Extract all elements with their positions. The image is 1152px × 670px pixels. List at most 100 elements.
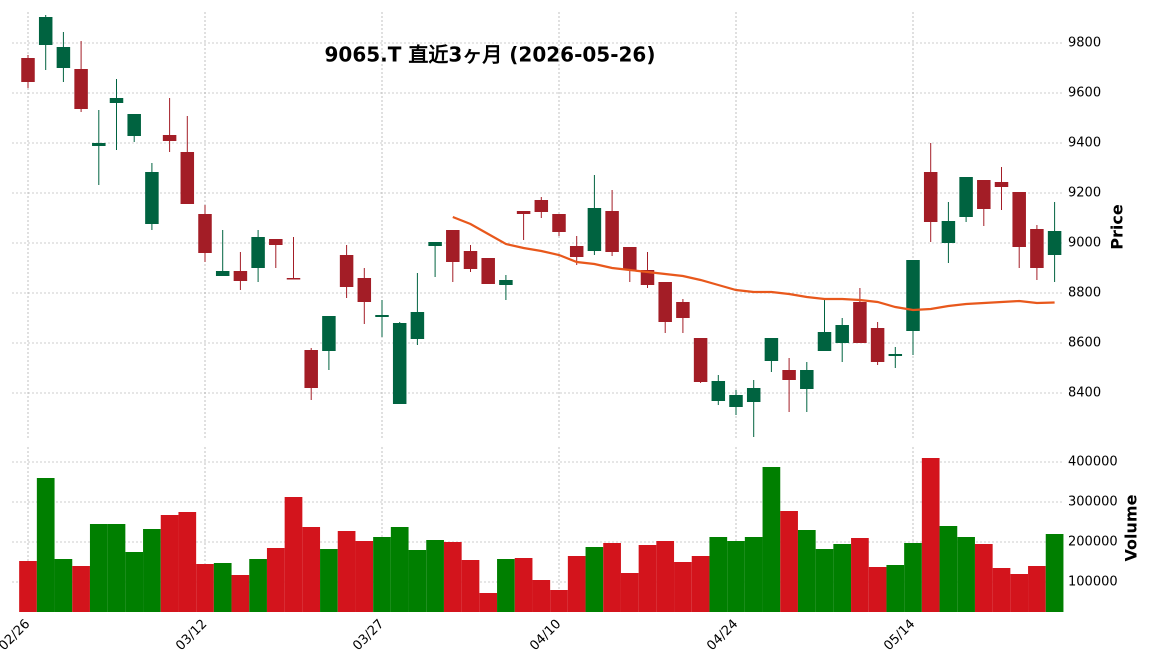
- candle-body: [746, 388, 761, 402]
- volume-bar: [638, 545, 657, 612]
- y-tick-label: 8600: [1068, 336, 1101, 351]
- volume-bar: [320, 549, 338, 612]
- candle-body: [676, 302, 690, 318]
- volume-bar: [532, 580, 551, 612]
- volume-bar: [302, 527, 321, 612]
- candle-body: [481, 258, 495, 284]
- candle-body: [800, 370, 814, 389]
- volume-bar: [19, 561, 37, 612]
- candle-body: [428, 242, 442, 246]
- candle-body: [251, 237, 265, 268]
- volume-bar: [249, 559, 267, 612]
- candle-body: [1030, 229, 1044, 268]
- volume-bar: [815, 549, 834, 612]
- volume-bar: [550, 590, 568, 612]
- volume-bar: [851, 538, 869, 612]
- volume-bar: [674, 562, 692, 612]
- candle-body: [499, 280, 513, 285]
- volume-bar: [868, 567, 887, 612]
- candle-body: [180, 152, 195, 204]
- candle-body: [1012, 192, 1026, 247]
- volume-bar: [992, 568, 1011, 612]
- volume-bar: [514, 558, 533, 612]
- volume-bar: [408, 550, 427, 612]
- candle-body: [658, 282, 672, 322]
- volume-bar: [797, 530, 816, 612]
- volume-bar: [443, 542, 462, 612]
- y-tick-label: 100000: [1068, 575, 1118, 590]
- x-tick-label: 03/27: [350, 617, 387, 654]
- candle-body: [162, 135, 177, 141]
- volume-bar: [1045, 534, 1064, 612]
- candle-body: [693, 338, 708, 382]
- y-tick-label: 300000: [1068, 495, 1118, 510]
- volume-bar: [762, 467, 781, 612]
- x-tick-label: 05/14: [881, 617, 918, 654]
- candle-body: [410, 312, 425, 339]
- candle-body: [109, 98, 124, 103]
- volume-bar: [143, 529, 161, 612]
- candle-body: [817, 332, 832, 351]
- candle-body: [870, 328, 885, 362]
- candle-body: [906, 260, 920, 331]
- candle-body: [640, 270, 655, 285]
- volume-bar: [337, 531, 356, 612]
- y-tick-label: 200000: [1068, 535, 1118, 550]
- y-tick-label: 9000: [1068, 236, 1101, 251]
- volume-bar: [72, 566, 90, 612]
- candle-body: [923, 172, 938, 222]
- candle-body: [605, 211, 619, 252]
- candle-body: [74, 69, 88, 109]
- y-tick-label: 9800: [1068, 36, 1101, 51]
- volume-bar: [744, 537, 763, 612]
- volume-bar: [390, 527, 409, 612]
- candle-body: [304, 350, 318, 388]
- candle-body: [941, 221, 956, 243]
- x-tick-label: 04/10: [527, 617, 564, 654]
- moving-average-line: [452, 215, 1055, 312]
- volume-bar: [709, 537, 728, 612]
- volume-bar: [125, 552, 144, 612]
- volume-bar: [567, 556, 586, 612]
- volume-bar: [1028, 566, 1046, 612]
- volume-bar: [107, 524, 126, 612]
- volume-bar: [89, 524, 108, 612]
- x-tick-label: 04/24: [704, 617, 741, 654]
- volume-bar: [479, 593, 498, 612]
- candle-body: [888, 354, 903, 356]
- volume-bar: [178, 512, 197, 612]
- candle-body: [977, 180, 991, 209]
- candle-body: [269, 239, 283, 245]
- candle-body: [764, 338, 779, 361]
- candle-body: [516, 211, 531, 214]
- candle-body: [145, 172, 159, 224]
- candle-body: [446, 230, 460, 262]
- candle-body: [286, 278, 301, 280]
- volume-bar: [461, 560, 480, 612]
- candle-body: [782, 370, 796, 380]
- candle-body: [959, 177, 973, 217]
- volume-bar: [603, 543, 621, 612]
- volume-bar: [266, 548, 285, 612]
- volume-bar: [426, 540, 444, 612]
- y-tick-label: 8400: [1068, 386, 1101, 401]
- candle-body: [339, 255, 354, 287]
- candle-body: [92, 143, 106, 146]
- candle-body: [569, 246, 584, 257]
- volume-bar: [620, 573, 639, 612]
- candle-body: [463, 251, 478, 269]
- x-tick-label: 03/12: [173, 617, 210, 654]
- candle-body: [322, 316, 336, 351]
- volume-bar: [656, 541, 675, 612]
- volume-bar: [231, 575, 250, 612]
- volume-bar: [36, 478, 55, 612]
- candle-body: [711, 381, 726, 401]
- candle-body: [21, 58, 35, 82]
- candle-body: [729, 395, 743, 407]
- volume-bar: [727, 541, 745, 612]
- candle-body: [392, 323, 407, 404]
- volume-bar: [904, 543, 922, 612]
- volume-bar: [921, 458, 940, 612]
